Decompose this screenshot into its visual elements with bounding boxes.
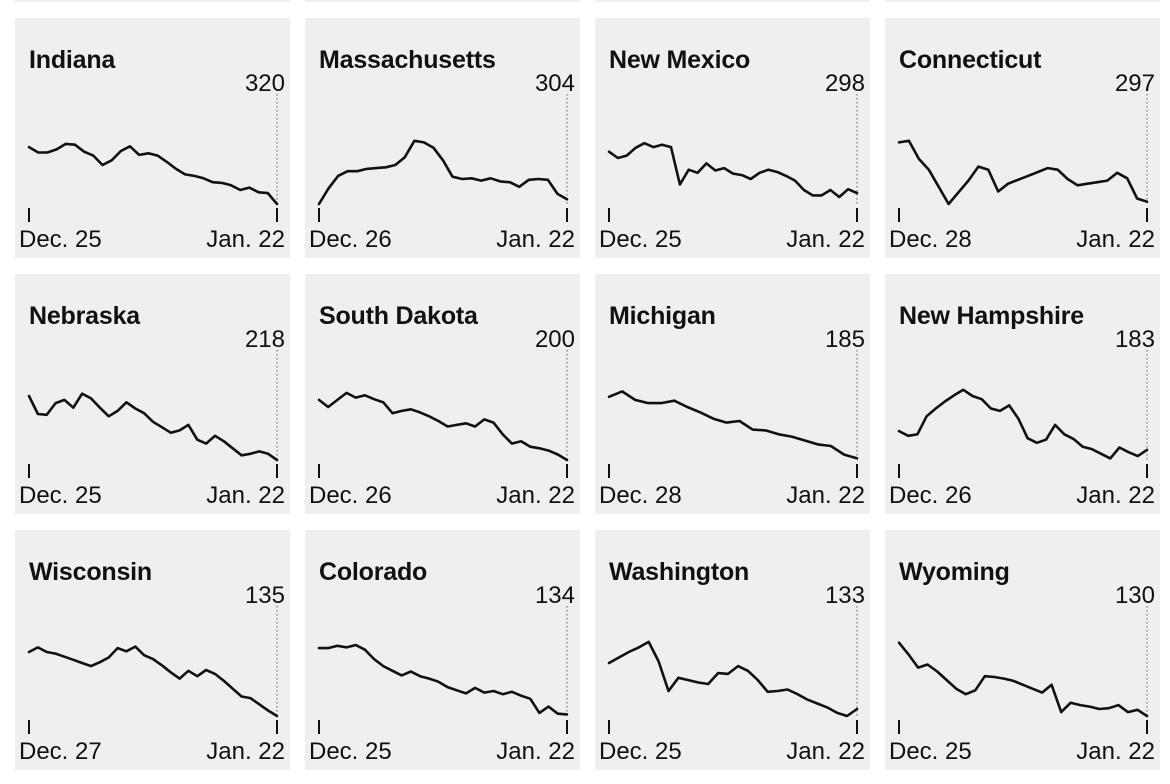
latest-value-label: 297	[1115, 70, 1155, 97]
x-label-start: Dec. 26	[309, 482, 392, 509]
chart-panel-massachusetts: Massachusetts 304 Dec. 26 Jan. 22	[305, 18, 580, 258]
chart-title: Indiana	[29, 46, 116, 74]
line-chart: 133 Dec. 25 Jan. 22	[599, 582, 865, 765]
chart-panel-washington: Washington 133 Dec. 25 Jan. 22	[595, 530, 870, 770]
x-label-end: Jan. 22	[496, 226, 575, 253]
chart-title: Massachusetts	[319, 46, 496, 74]
top-strip-0	[15, 0, 290, 2]
series-line	[27, 392, 279, 462]
x-label-start: Dec. 26	[309, 226, 392, 253]
x-label-end: Jan. 22	[206, 738, 285, 765]
top-strip-3	[885, 0, 1160, 2]
chart-panel-wyoming: Wyoming 130 Dec. 25 Jan. 22	[885, 530, 1160, 770]
latest-value-label: 135	[245, 582, 285, 609]
line-chart: 218 Dec. 25 Jan. 22	[19, 326, 285, 509]
series-line	[607, 390, 859, 460]
x-label-start: Dec. 28	[889, 226, 972, 253]
latest-value-label: 200	[535, 326, 575, 353]
chart-panel-new-mexico: New Mexico 298 Dec. 25 Jan. 22	[595, 18, 870, 258]
line-chart: 185 Dec. 28 Jan. 22	[599, 326, 865, 509]
top-strip-1	[305, 0, 580, 2]
line-chart: 297 Dec. 28 Jan. 22	[889, 70, 1155, 253]
x-label-end: Jan. 22	[786, 226, 865, 253]
x-label-end: Jan. 22	[786, 482, 865, 509]
chart-title: Wyoming	[899, 558, 1010, 586]
x-label-start: Dec. 25	[19, 482, 102, 509]
chart-title: Wisconsin	[29, 558, 152, 586]
line-chart: 320 Dec. 25 Jan. 22	[19, 70, 285, 253]
chart-panel-new-hampshire: New Hampshire 183 Dec. 26 Jan. 22	[885, 274, 1160, 514]
chart-title: Connecticut	[899, 46, 1042, 74]
latest-value-label: 133	[825, 582, 865, 609]
chart-panel-colorado: Colorado 134 Dec. 25 Jan. 22	[305, 530, 580, 770]
line-chart: 130 Dec. 25 Jan. 22	[889, 582, 1155, 765]
series-line	[317, 391, 569, 462]
x-label-start: Dec. 27	[19, 738, 102, 765]
x-label-end: Jan. 22	[786, 738, 865, 765]
x-label-end: Jan. 22	[1076, 482, 1155, 509]
line-chart: 298 Dec. 25 Jan. 22	[599, 70, 865, 253]
x-label-end: Jan. 22	[496, 738, 575, 765]
chart-title: New Mexico	[609, 46, 751, 74]
x-label-start: Dec. 25	[889, 738, 972, 765]
chart-panel-connecticut: Connecticut 297 Dec. 28 Jan. 22	[885, 18, 1160, 258]
line-chart: 134 Dec. 25 Jan. 22	[309, 582, 575, 765]
series-line	[317, 643, 569, 716]
latest-value-label: 304	[535, 70, 575, 97]
chart-panel-nebraska: Nebraska 218 Dec. 25 Jan. 22	[15, 274, 290, 514]
latest-value-label: 320	[245, 70, 285, 97]
line-chart: 183 Dec. 26 Jan. 22	[889, 326, 1155, 509]
line-chart: 135 Dec. 27 Jan. 22	[19, 582, 285, 765]
x-label-end: Jan. 22	[1076, 226, 1155, 253]
chart-title: Washington	[609, 558, 750, 586]
x-label-start: Dec. 26	[889, 482, 972, 509]
series-line	[27, 645, 279, 718]
chart-panel-wisconsin: Wisconsin 135 Dec. 27 Jan. 22	[15, 530, 290, 770]
x-label-start: Dec. 25	[309, 738, 392, 765]
latest-value-label: 218	[245, 326, 285, 353]
chart-panel-south-dakota: South Dakota 200 Dec. 26 Jan. 22	[305, 274, 580, 514]
chart-panel-indiana: Indiana 320 Dec. 25 Jan. 22	[15, 18, 290, 258]
chart-title: Michigan	[609, 302, 716, 330]
chart-title: South Dakota	[319, 302, 478, 330]
series-line	[317, 139, 569, 206]
latest-value-label: 183	[1115, 326, 1155, 353]
x-label-start: Dec. 28	[599, 482, 682, 509]
latest-value-label: 134	[535, 582, 575, 609]
latest-value-label: 298	[825, 70, 865, 97]
x-label-end: Jan. 22	[496, 482, 575, 509]
chart-title: New Hampshire	[899, 302, 1084, 330]
series-line	[897, 139, 1149, 206]
series-line	[607, 141, 859, 199]
x-label-end: Jan. 22	[206, 482, 285, 509]
chart-title: Nebraska	[29, 302, 140, 330]
line-chart: 200 Dec. 26 Jan. 22	[309, 326, 575, 509]
latest-value-label: 130	[1115, 582, 1155, 609]
series-line	[897, 388, 1149, 460]
series-line	[897, 641, 1149, 718]
x-label-end: Jan. 22	[206, 226, 285, 253]
top-strip-2	[595, 0, 870, 2]
latest-value-label: 185	[825, 326, 865, 353]
chart-title: Colorado	[319, 558, 428, 586]
x-label-start: Dec. 25	[599, 738, 682, 765]
chart-panel-michigan: Michigan 185 Dec. 28 Jan. 22	[595, 274, 870, 514]
x-label-start: Dec. 25	[599, 226, 682, 253]
series-line	[27, 142, 279, 206]
series-line	[607, 640, 859, 718]
x-label-start: Dec. 25	[19, 226, 102, 253]
x-label-end: Jan. 22	[1076, 738, 1155, 765]
line-chart: 304 Dec. 26 Jan. 22	[309, 70, 575, 253]
